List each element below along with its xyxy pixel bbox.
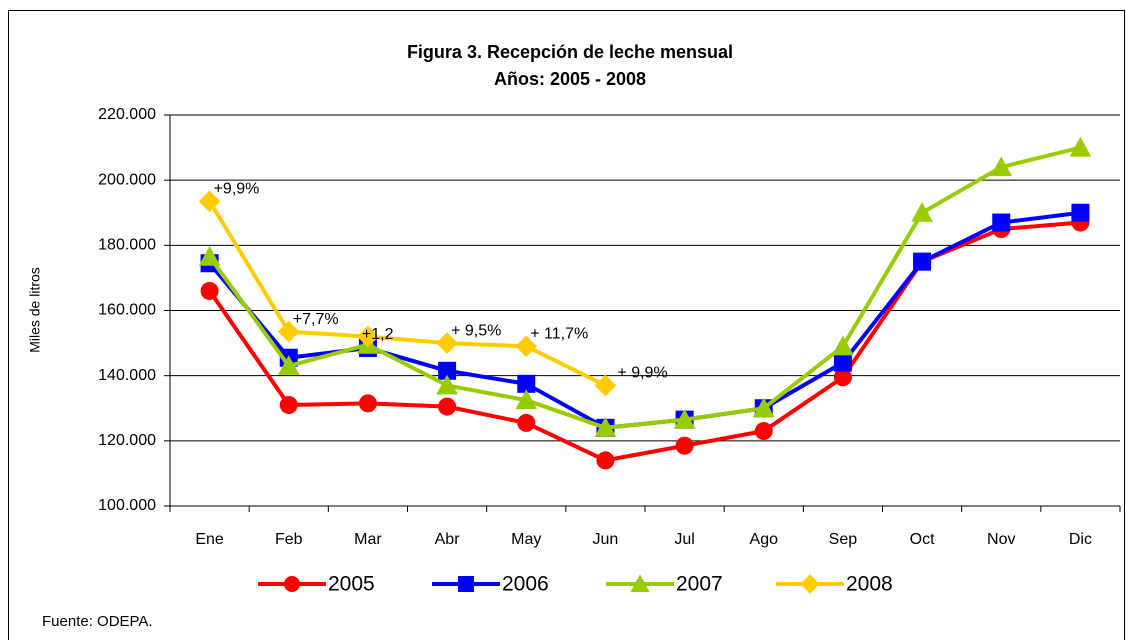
marker [1069, 136, 1092, 157]
legend-label: 2006 [502, 573, 549, 596]
series-line [207, 200, 607, 388]
x-tick-label: Dic [1069, 531, 1092, 548]
marker [284, 576, 300, 592]
marker [911, 201, 933, 222]
marker [198, 245, 221, 266]
annotation: + 9,5% [451, 322, 501, 339]
marker [277, 355, 300, 375]
marker [833, 368, 852, 387]
legend-label: 2007 [676, 573, 723, 596]
marker [596, 451, 615, 470]
marker [436, 374, 458, 395]
annotation: +1,2 [362, 326, 394, 343]
marker [594, 417, 617, 437]
marker [594, 374, 617, 397]
marker [357, 325, 379, 348]
x-tick-label: May [511, 531, 541, 548]
annotation: +7,7% [293, 311, 339, 328]
marker [358, 394, 377, 413]
marker [458, 576, 474, 592]
marker [990, 156, 1013, 177]
marker [200, 281, 219, 300]
marker [800, 574, 820, 594]
annotation: +9,9% [214, 181, 260, 198]
y-tick-label: 160.000 [98, 302, 156, 319]
x-tick-label: Feb [275, 531, 303, 548]
marker [630, 574, 650, 592]
marker [198, 190, 221, 213]
x-tick-label: Jul [674, 531, 694, 548]
x-tick-label: Ago [750, 531, 779, 548]
marker [438, 361, 457, 380]
y-tick-label: 140.000 [98, 367, 156, 384]
marker [752, 397, 775, 418]
y-tick-label: 120.000 [98, 432, 156, 449]
marker [992, 213, 1011, 232]
y-tick-label: 180.000 [98, 237, 156, 254]
marker [675, 436, 694, 455]
x-tick-label: Jun [593, 531, 619, 548]
y-tick-label: 100.000 [98, 497, 156, 514]
chart-title: Figura 3. Recepción de leche mensual [407, 42, 733, 62]
marker [517, 374, 536, 393]
marker [832, 335, 854, 356]
marker [833, 353, 852, 372]
x-tick-label: Sep [829, 531, 858, 548]
marker [436, 332, 458, 354]
marker [517, 413, 536, 432]
source: Fuente: ODEPA. [42, 613, 153, 630]
annotation: + 9,9% [617, 365, 667, 382]
y-axis-label: Miles de litros [27, 267, 43, 353]
x-tick-label: Abr [435, 531, 461, 548]
y-tick-label: 200.000 [98, 171, 156, 188]
y-tick-label: 220.000 [98, 106, 156, 123]
x-tick-label: Ene [195, 531, 224, 548]
legend-label: 2005 [328, 573, 375, 596]
marker [277, 320, 300, 343]
marker [673, 408, 696, 429]
chart-subtitle: Años: 2005 - 2008 [494, 69, 646, 89]
marker [515, 335, 538, 358]
x-tick-label: Mar [354, 531, 382, 548]
legend-label: 2008 [846, 573, 893, 596]
marker [754, 422, 773, 441]
marker [438, 397, 457, 416]
annotation: + 11,7% [530, 326, 588, 343]
marker [913, 252, 932, 271]
series-line [207, 145, 1081, 430]
x-tick-label: Oct [910, 531, 935, 548]
x-tick-label: Nov [987, 531, 1015, 548]
marker [1071, 203, 1090, 222]
marker [279, 395, 298, 414]
marker [515, 389, 538, 410]
